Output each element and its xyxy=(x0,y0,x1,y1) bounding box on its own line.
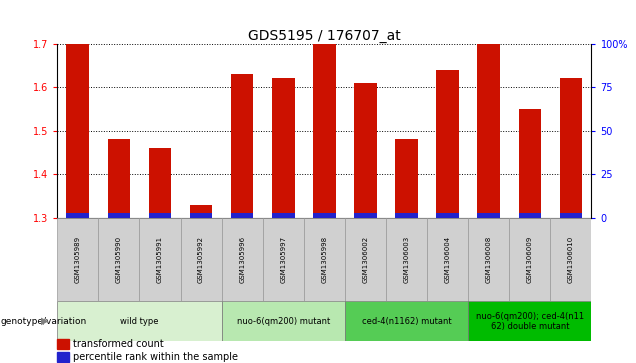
Bar xyxy=(386,218,427,301)
Text: ced-4(n1162) mutant: ced-4(n1162) mutant xyxy=(362,317,452,326)
Bar xyxy=(427,218,468,301)
Text: GSM1305989: GSM1305989 xyxy=(75,236,81,283)
Bar xyxy=(57,352,69,362)
Bar xyxy=(304,218,345,301)
Title: GDS5195 / 176707_at: GDS5195 / 176707_at xyxy=(248,29,401,42)
Bar xyxy=(468,218,509,301)
Bar xyxy=(221,218,263,301)
Bar xyxy=(395,213,418,218)
Text: genotype/variation: genotype/variation xyxy=(1,317,87,326)
Bar xyxy=(149,148,171,218)
Bar xyxy=(518,213,541,218)
Text: percentile rank within the sample: percentile rank within the sample xyxy=(73,352,238,362)
Bar xyxy=(107,139,130,218)
Text: GSM1305990: GSM1305990 xyxy=(116,236,122,283)
Bar xyxy=(99,218,139,301)
Text: GSM1306008: GSM1306008 xyxy=(486,236,492,283)
Text: GSM1305998: GSM1305998 xyxy=(321,236,328,283)
Bar xyxy=(57,339,69,349)
Bar xyxy=(550,218,591,301)
Bar xyxy=(436,70,459,218)
Bar xyxy=(478,213,500,218)
Bar xyxy=(190,205,212,218)
Bar xyxy=(67,44,89,218)
Bar xyxy=(354,83,377,218)
Text: GSM1306004: GSM1306004 xyxy=(445,236,451,283)
Bar xyxy=(272,213,294,218)
Bar xyxy=(560,78,582,218)
Bar xyxy=(231,213,254,218)
Text: ▶: ▶ xyxy=(41,316,48,326)
Text: GSM1305997: GSM1305997 xyxy=(280,236,286,283)
Text: transformed count: transformed count xyxy=(73,339,164,349)
Bar xyxy=(518,109,541,218)
Bar xyxy=(313,213,336,218)
Bar xyxy=(67,213,89,218)
Text: nuo-6(qm200); ced-4(n11
62) double mutant: nuo-6(qm200); ced-4(n11 62) double mutan… xyxy=(476,311,584,331)
Text: GSM1305992: GSM1305992 xyxy=(198,236,204,283)
Bar xyxy=(190,213,212,218)
Text: GSM1306002: GSM1306002 xyxy=(363,236,368,283)
Bar xyxy=(560,213,582,218)
Bar xyxy=(139,218,181,301)
Bar xyxy=(57,218,99,301)
Bar xyxy=(345,218,386,301)
Bar xyxy=(395,139,418,218)
Bar xyxy=(272,78,294,218)
Bar xyxy=(478,44,500,218)
Bar xyxy=(345,301,468,341)
Text: GSM1305991: GSM1305991 xyxy=(157,236,163,283)
Text: GSM1306010: GSM1306010 xyxy=(568,236,574,283)
Bar xyxy=(509,218,550,301)
Bar xyxy=(468,301,591,341)
Bar xyxy=(221,301,345,341)
Text: wild type: wild type xyxy=(120,317,158,326)
Bar xyxy=(263,218,304,301)
Bar xyxy=(231,74,254,218)
Bar xyxy=(57,301,221,341)
Bar xyxy=(181,218,221,301)
Bar xyxy=(313,44,336,218)
Text: GSM1306009: GSM1306009 xyxy=(527,236,533,283)
Bar xyxy=(107,213,130,218)
Text: GSM1306003: GSM1306003 xyxy=(404,236,410,283)
Text: GSM1305996: GSM1305996 xyxy=(239,236,245,283)
Bar xyxy=(436,213,459,218)
Bar xyxy=(149,213,171,218)
Text: nuo-6(qm200) mutant: nuo-6(qm200) mutant xyxy=(237,317,330,326)
Bar xyxy=(354,213,377,218)
